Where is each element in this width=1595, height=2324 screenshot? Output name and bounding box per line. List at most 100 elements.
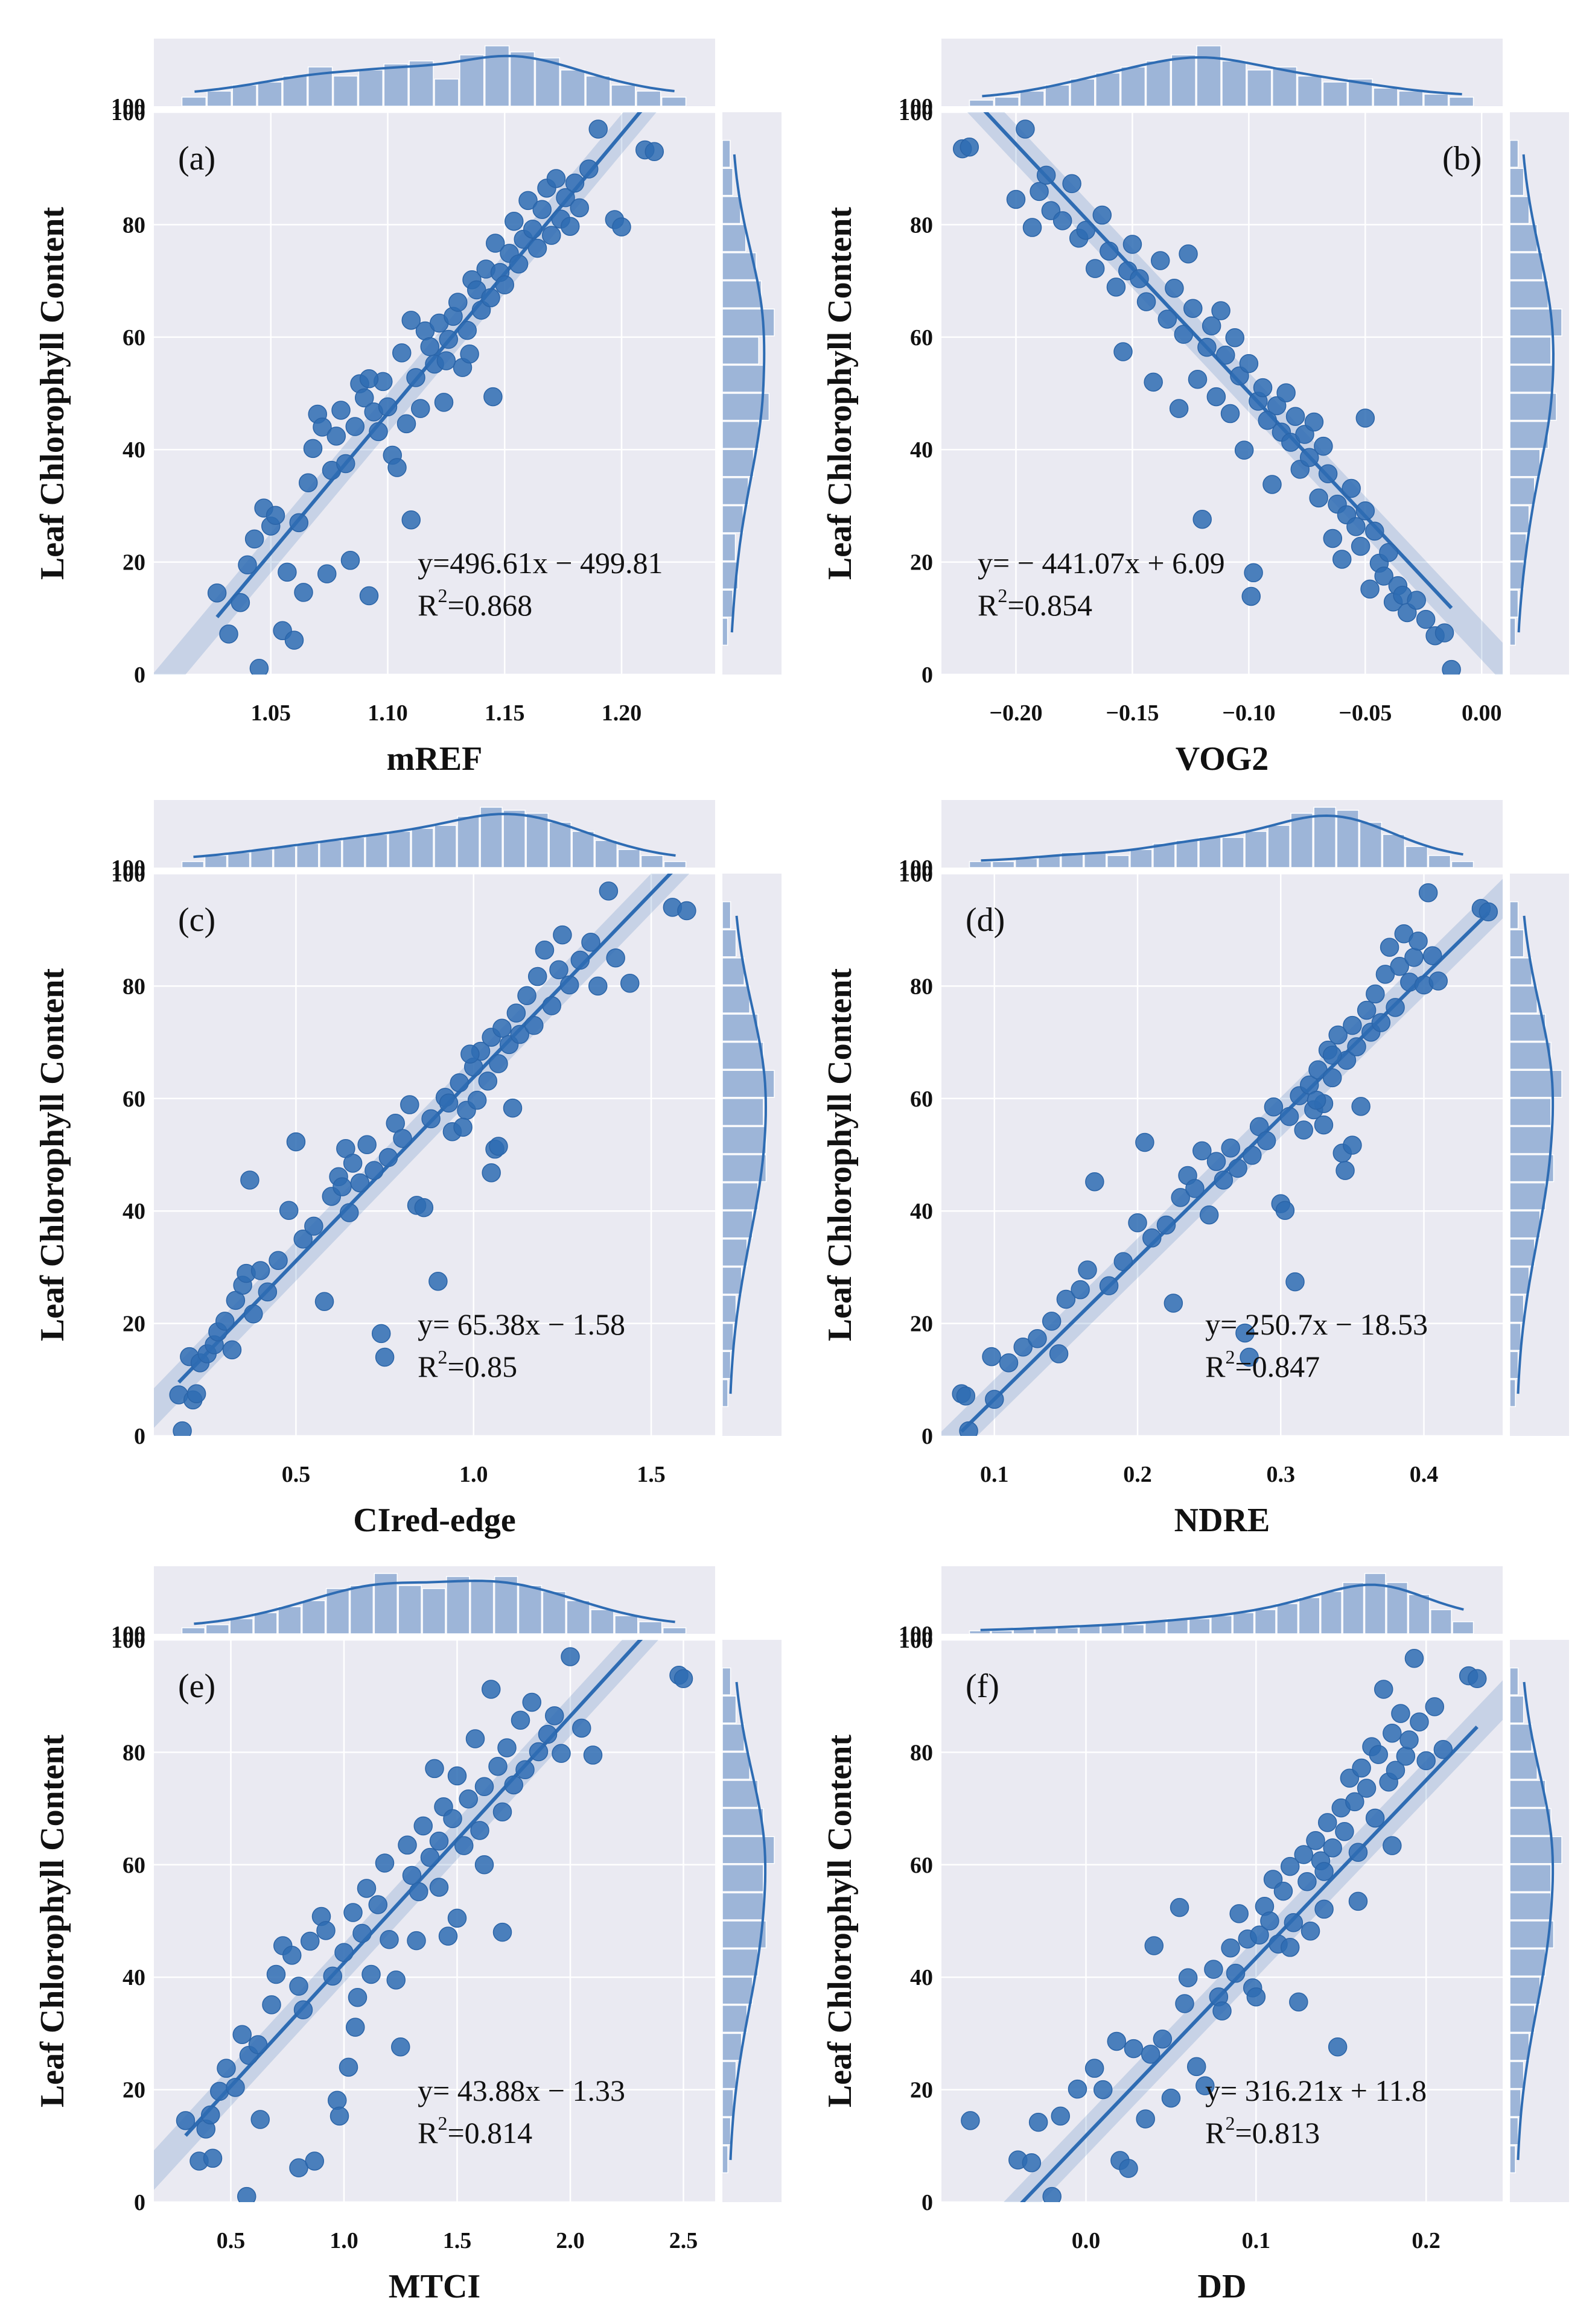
right-histogram-bar (722, 1098, 764, 1126)
data-point (1186, 2057, 1206, 2077)
y-axis-label: Leaf Chlorophyll Content (34, 1735, 71, 2107)
panel-label: (a) (178, 140, 215, 177)
data-point (538, 1724, 558, 1744)
top-histogram-bar (383, 63, 409, 107)
data-point (301, 1931, 320, 1951)
data-point (1323, 1838, 1342, 1858)
right-histogram-bar (722, 1154, 767, 1183)
data-point (348, 1988, 368, 2007)
data-point (1284, 1913, 1304, 1932)
top-histogram-bar (1120, 66, 1146, 107)
y-tick-label: 0 (922, 1424, 933, 1449)
top-histogram-bar (1188, 1618, 1211, 1634)
right-histogram-bar (1509, 1070, 1562, 1098)
panel-label: (b) (1442, 140, 1482, 177)
data-point (1246, 1987, 1266, 2007)
top-histogram-bar (434, 825, 457, 868)
y-tick-label: 40 (123, 437, 145, 463)
data-point (1183, 299, 1203, 319)
data-point (1328, 1025, 1348, 1045)
data-point (413, 1816, 433, 1836)
data-point (515, 1760, 535, 1780)
right-histogram-bar (1509, 901, 1519, 929)
data-point (380, 1930, 399, 1949)
data-point (1369, 1745, 1389, 1764)
data-point (279, 1201, 299, 1221)
data-point (1240, 1347, 1259, 1367)
data-point (1013, 1337, 1033, 1357)
y-tick-label: 100 (899, 1628, 933, 1653)
y-tick-label: 80 (910, 212, 933, 238)
data-point (447, 1766, 467, 1786)
top-histogram-bar (640, 855, 664, 868)
right-histogram-bar (722, 1864, 764, 1893)
right-histogram-bar (722, 1724, 745, 1752)
data-point (1128, 1213, 1147, 1233)
panel-label: (d) (966, 901, 1005, 939)
data-point (1285, 1272, 1305, 1292)
top-histogram-bar (1122, 1624, 1145, 1634)
right-histogram-bar (722, 1976, 753, 2005)
right-histogram-bar (722, 1808, 764, 1836)
top-histogram-bar (1342, 1582, 1364, 1634)
data-point (244, 529, 264, 549)
top-histogram-bar (257, 81, 282, 107)
y-tick-label: 60 (123, 1853, 145, 1878)
data-point (210, 2081, 229, 2101)
data-point (266, 506, 285, 525)
data-point (1071, 1280, 1090, 1300)
data-point (488, 1756, 508, 1776)
data-point (407, 1931, 426, 1951)
data-point (960, 138, 979, 157)
r-squared-exponent: 2 (438, 1346, 447, 1368)
data-point (1380, 938, 1399, 957)
y-tick-label: 20 (910, 2078, 933, 2103)
top-histogram-bar (1382, 834, 1406, 868)
data-point (1204, 1960, 1223, 1979)
y-tick-label: 20 (123, 550, 145, 576)
data-point (396, 414, 416, 434)
y-tick-label: 0 (922, 2190, 933, 2215)
data-point (387, 458, 407, 477)
regression-equation: y= 43.88x − 1.33 (418, 2074, 625, 2107)
data-point (1174, 325, 1194, 344)
top-histogram-bar (503, 810, 526, 868)
right-histogram-bar (722, 618, 728, 646)
x-tick-label: 0.1 (1242, 2228, 1271, 2253)
data-point (429, 1878, 449, 1897)
data-point (583, 1745, 603, 1765)
x-tick-label: 1.5 (443, 2228, 472, 2253)
regression-equation: y= 316.21x + 11.8 (1205, 2074, 1427, 2107)
right-histogram-bar (1509, 1182, 1546, 1210)
top-histogram-bar (1359, 822, 1383, 868)
right-histogram-bar (722, 196, 741, 224)
data-point (1192, 1141, 1212, 1161)
top-histogram-bar (1196, 45, 1221, 107)
right-kde-curve (1517, 1681, 1555, 2160)
data-point (304, 1216, 323, 1236)
r-squared-value: =0.854 (1007, 588, 1092, 622)
data-point (340, 551, 360, 570)
data-point (645, 142, 664, 161)
data-point (350, 1173, 370, 1193)
data-point (1289, 1992, 1308, 2011)
data-point (1276, 383, 1296, 402)
data-point (579, 159, 599, 179)
top-histogram-bar (446, 1576, 470, 1634)
data-point (486, 233, 505, 253)
top-histogram-bar (617, 849, 641, 868)
data-point (359, 586, 379, 606)
top-histogram-bar (342, 837, 365, 868)
top-histogram-bar (549, 822, 572, 868)
data-point (331, 401, 351, 420)
data-point (1119, 2159, 1138, 2178)
x-axis-label: CIred-edge (353, 1502, 516, 1539)
data-point (1396, 1747, 1416, 1766)
right-histogram-bar (1509, 957, 1532, 986)
data-point (357, 1135, 377, 1154)
data-point (459, 1789, 478, 1809)
top-histogram-bar (1297, 75, 1323, 107)
top-histogram-bar (535, 57, 561, 107)
top-kde-curve (981, 814, 1463, 862)
